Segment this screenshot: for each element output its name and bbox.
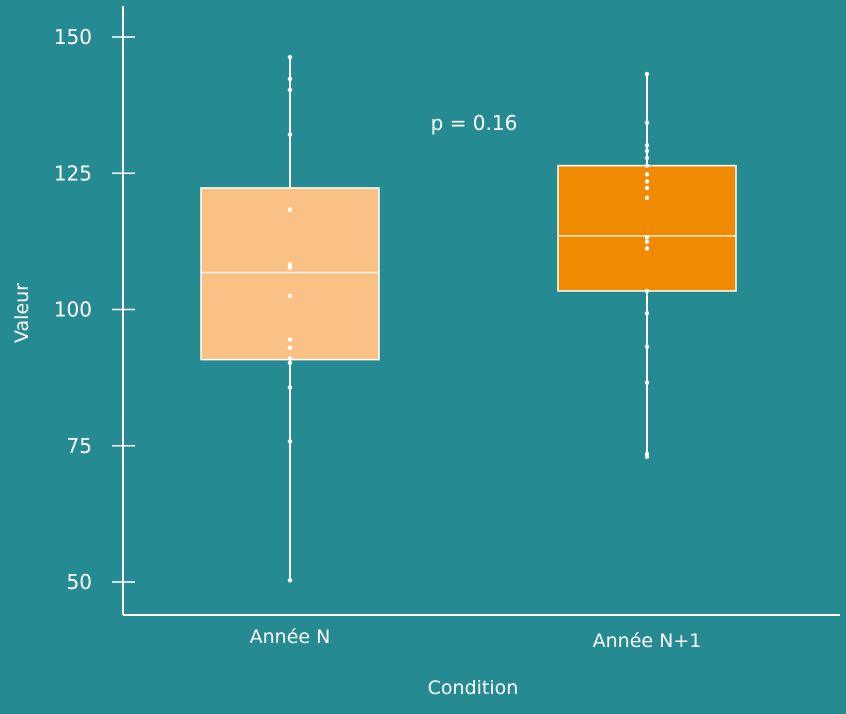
data-point (644, 451, 650, 457)
data-point (287, 207, 293, 212)
data-point (644, 380, 650, 385)
y-tick-label: 50 (67, 570, 92, 594)
data-point (287, 356, 293, 361)
x-axis-title: Condition (428, 677, 519, 699)
y-tick-label: 150 (54, 25, 92, 49)
data-point (287, 132, 293, 137)
y-tick-label: 75 (67, 434, 92, 458)
box-group (557, 71, 737, 459)
data-point (287, 76, 293, 82)
data-point (644, 288, 650, 294)
x-category-label: Année N+1 (593, 630, 702, 652)
data-point (644, 148, 650, 154)
data-point (644, 235, 650, 240)
y-axis-title: Valeur (11, 283, 33, 343)
data-point (287, 293, 293, 299)
data-point (644, 344, 650, 349)
data-point (287, 265, 293, 270)
data-point (644, 311, 650, 316)
x-category-label: Année N (250, 626, 331, 648)
data-point (287, 337, 293, 342)
y-tick-label: 125 (54, 161, 92, 185)
box-rect (557, 164, 737, 292)
data-point (644, 239, 650, 245)
data-point (644, 246, 650, 251)
data-point (644, 185, 650, 191)
data-point (287, 578, 293, 583)
p-value-annotation: p = 0.16 (431, 111, 518, 135)
box-rect (200, 187, 380, 361)
data-point (644, 120, 650, 125)
data-point (287, 87, 293, 93)
data-point (287, 262, 293, 267)
category-labels: Année N Année N+1 (250, 626, 702, 652)
data-point (644, 155, 650, 161)
data-point (644, 195, 650, 200)
boxes (200, 54, 737, 583)
data-point (287, 345, 293, 350)
data-point (287, 360, 293, 366)
data-point (644, 179, 650, 184)
axes (122, 6, 840, 616)
data-point (644, 163, 650, 168)
data-point (287, 439, 293, 444)
y-tick-label: 100 (54, 298, 92, 322)
data-point (287, 385, 293, 390)
y-axis-ticks: 50 75 100 125 150 (54, 25, 135, 594)
data-point (644, 143, 650, 148)
data-point (644, 71, 650, 77)
data-point (644, 172, 650, 177)
data-point (287, 54, 293, 60)
box-group (200, 54, 380, 583)
